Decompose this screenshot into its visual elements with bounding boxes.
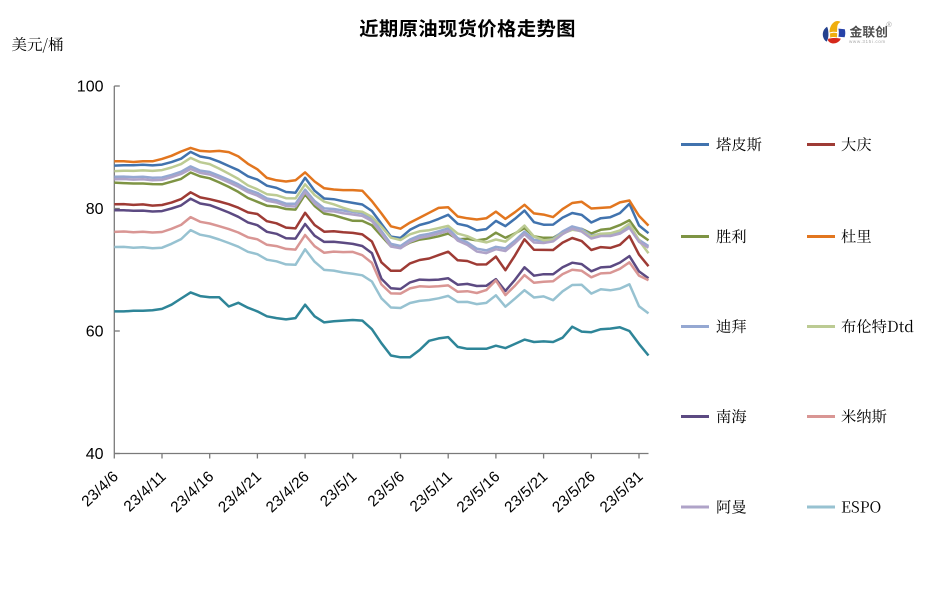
svg-text:80: 80 <box>86 201 104 218</box>
svg-text:60: 60 <box>86 323 104 340</box>
svg-text:100: 100 <box>77 78 104 95</box>
svg-text:40: 40 <box>86 446 104 463</box>
svg-text:www.315i.com: www.315i.com <box>849 39 886 44</box>
svg-text:®: ® <box>887 21 893 29</box>
